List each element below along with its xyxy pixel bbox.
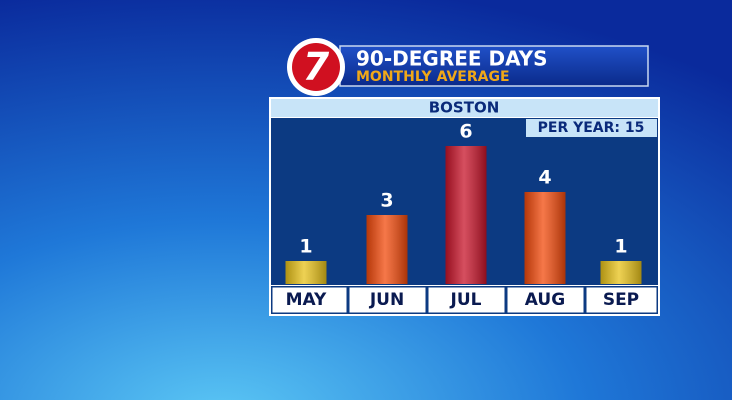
value-label: 3 [380,190,393,212]
x-tick-label: JUN [369,290,404,310]
x-tick-label: JUL [450,290,482,310]
bar-shine [600,261,642,284]
x-tick-label: AUG [525,290,565,310]
x-tick-label: SEP [603,290,639,310]
value-label: 6 [459,121,472,143]
title-banner [339,45,649,87]
value-label: 1 [614,236,627,258]
category-cell [586,287,657,313]
bar-shine [366,215,408,284]
annotation: PER YEAR: 15 [538,120,645,136]
x-tick-label: MAY [286,290,327,310]
value-label: 1 [299,236,312,258]
category-cell [272,287,347,313]
value-label: 4 [538,167,551,189]
bar-shine [445,146,487,284]
logo-disc [292,43,340,91]
category-cell [507,287,584,313]
location-strip [271,99,658,117]
location: BOSTON [429,99,500,117]
chart-subtitle: MONTHLY AVERAGE [356,69,510,85]
annotation-box [526,119,657,137]
logo: 7 [303,45,330,89]
category-cell [428,287,505,313]
bar-shine [524,192,566,284]
bar-shine [285,261,327,284]
category-cell [349,287,426,313]
chart-title: 90-DEGREE DAYS [356,47,548,71]
